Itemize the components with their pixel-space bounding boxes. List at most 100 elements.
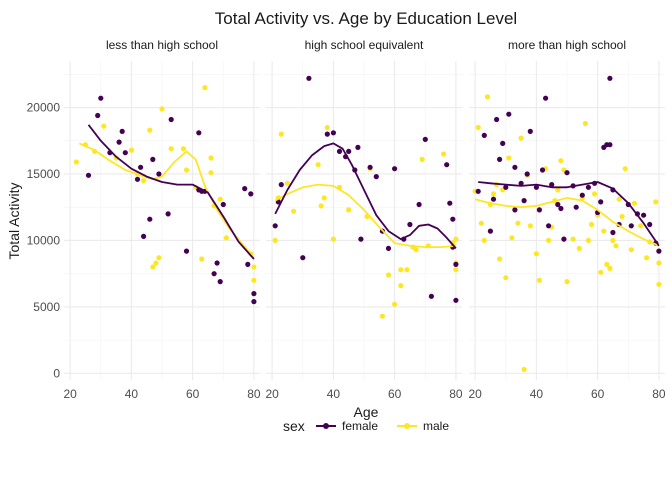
data-point-female bbox=[641, 212, 647, 218]
data-point-male bbox=[656, 260, 662, 266]
data-point-female bbox=[610, 229, 616, 236]
data-point-female bbox=[558, 205, 564, 212]
legend-label-female: female bbox=[342, 419, 378, 433]
data-point-male bbox=[644, 255, 650, 261]
data-point-male bbox=[509, 235, 515, 241]
smooth-line-female bbox=[87, 124, 255, 260]
data-point-female bbox=[475, 188, 481, 194]
x-axis-title: Age bbox=[354, 404, 379, 420]
data-point-male bbox=[564, 279, 570, 285]
data-point-female bbox=[500, 140, 506, 146]
data-point-female bbox=[444, 162, 450, 168]
data-point-female bbox=[300, 255, 306, 261]
data-point-female bbox=[447, 200, 453, 206]
data-point-female bbox=[392, 166, 398, 172]
data-point-female bbox=[607, 142, 613, 148]
y-axis-title: Total Activity bbox=[6, 182, 22, 259]
data-point-female bbox=[518, 180, 524, 186]
data-point-male bbox=[156, 255, 162, 261]
data-point-male bbox=[546, 237, 552, 243]
x-tick-label: 60 bbox=[186, 387, 200, 401]
data-point-female bbox=[251, 299, 257, 305]
data-point-male bbox=[478, 220, 484, 226]
data-point-male bbox=[147, 127, 153, 133]
data-point-female bbox=[330, 130, 336, 136]
data-point-male bbox=[150, 264, 156, 270]
data-point-female bbox=[122, 150, 128, 156]
data-point-female bbox=[156, 171, 162, 177]
data-point-male bbox=[631, 200, 638, 206]
data-point-male bbox=[588, 221, 595, 228]
data-point-female bbox=[183, 248, 190, 254]
data-point-male bbox=[518, 135, 524, 141]
data-point-female bbox=[214, 260, 220, 266]
data-point-male bbox=[318, 203, 324, 209]
data-point-male bbox=[208, 155, 214, 161]
facet-panel-1: less than high school 20 40 60 80 bbox=[63, 38, 260, 401]
data-point-female bbox=[248, 191, 254, 197]
data-point-male bbox=[202, 85, 208, 91]
x-tick-label: 40 bbox=[530, 387, 544, 401]
legend-title: sex bbox=[283, 418, 305, 434]
data-point-female bbox=[549, 182, 555, 188]
data-point-female bbox=[512, 207, 518, 213]
data-point-male bbox=[484, 94, 490, 100]
data-point-female bbox=[373, 174, 379, 180]
data-point-female bbox=[95, 112, 101, 119]
data-point-male bbox=[610, 237, 616, 243]
data-point-male bbox=[159, 106, 165, 112]
data-point-male bbox=[321, 195, 327, 201]
x-tick-label: 80 bbox=[247, 387, 261, 401]
data-point-male bbox=[515, 220, 521, 226]
data-point-male bbox=[128, 147, 134, 153]
data-point-male bbox=[555, 187, 561, 193]
data-point-female bbox=[355, 144, 361, 150]
data-point-male bbox=[223, 235, 229, 241]
x-tick-label: 80 bbox=[449, 387, 463, 401]
data-point-male bbox=[576, 245, 582, 251]
series-points-male bbox=[272, 124, 459, 319]
data-point-male bbox=[601, 228, 607, 234]
facet-label: more than high school bbox=[508, 38, 626, 52]
smooth-line-male bbox=[274, 183, 456, 248]
data-point-female bbox=[533, 184, 540, 190]
data-point-male bbox=[73, 159, 79, 165]
series-points-female bbox=[272, 75, 459, 303]
data-point-female bbox=[656, 248, 662, 254]
data-point-male bbox=[183, 167, 190, 173]
data-point-male bbox=[453, 236, 459, 242]
x-tick-label: 20 bbox=[468, 387, 482, 401]
data-point-female bbox=[536, 207, 543, 213]
data-point-female bbox=[561, 236, 567, 242]
data-point-male bbox=[101, 123, 107, 129]
y-tick-label: 5000 bbox=[33, 300, 60, 314]
data-point-male bbox=[628, 247, 634, 253]
data-point-male bbox=[291, 208, 297, 214]
data-point-male bbox=[398, 283, 404, 289]
data-point-female bbox=[628, 223, 634, 229]
data-point-female bbox=[272, 223, 278, 229]
data-point-male bbox=[481, 237, 487, 243]
x-tick-label: 80 bbox=[652, 387, 666, 401]
data-point-female bbox=[422, 136, 428, 142]
data-point-male bbox=[622, 166, 628, 172]
data-point-male bbox=[199, 256, 205, 262]
smooth-line-female bbox=[478, 181, 660, 247]
data-point-female bbox=[116, 139, 122, 145]
data-point-male bbox=[392, 301, 398, 307]
facet-panel-2: high school equivalent 20 40 60 80 bbox=[265, 38, 462, 401]
data-point-female bbox=[512, 164, 518, 170]
data-point-female bbox=[503, 184, 509, 190]
data-point-female bbox=[134, 176, 141, 182]
data-point-female bbox=[543, 95, 549, 101]
data-point-male bbox=[607, 265, 613, 271]
data-point-male bbox=[527, 223, 533, 229]
data-point-male bbox=[453, 267, 459, 273]
data-point-female bbox=[521, 198, 527, 204]
data-point-male bbox=[385, 272, 392, 278]
data-point-male bbox=[475, 124, 481, 131]
data-point-female bbox=[119, 128, 125, 134]
facet-label: high school equivalent bbox=[305, 38, 424, 52]
data-point-male bbox=[536, 277, 543, 283]
